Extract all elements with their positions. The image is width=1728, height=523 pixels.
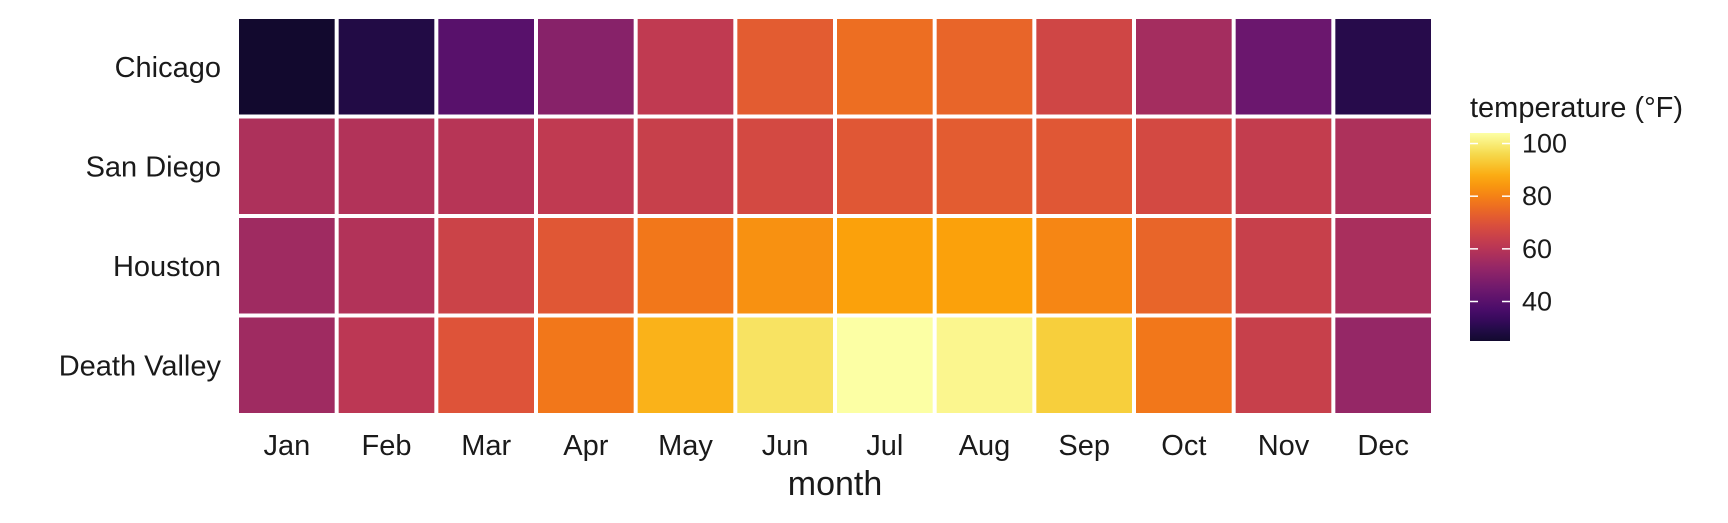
heatmap-cell (538, 19, 634, 115)
x-tick-label: Apr (563, 430, 608, 462)
heatmap-cell (1136, 19, 1232, 115)
y-axis-tick-labels: Chicago San Diego Houston Death Valley (59, 52, 222, 383)
heatmap-cells (239, 19, 1431, 413)
heatmap-cell (1136, 118, 1232, 214)
heatmap-cell (737, 118, 833, 214)
heatmap-cell (936, 118, 1033, 214)
x-tick-label: May (658, 430, 713, 462)
y-tick-label: Death Valley (59, 350, 222, 382)
legend-title: temperature (°F) (1470, 92, 1683, 124)
x-tick-label: Nov (1258, 430, 1310, 462)
heatmap-cell (239, 19, 335, 115)
heatmap-cell (338, 218, 435, 314)
heatmap-cell (438, 218, 534, 314)
x-tick-label: Jul (866, 430, 903, 462)
heatmap-cell (438, 118, 534, 214)
y-tick-label: San Diego (86, 151, 221, 183)
y-tick-label: Chicago (115, 52, 221, 84)
heatmap-cell (637, 218, 734, 314)
x-tick-label: Sep (1058, 430, 1110, 462)
heatmap-cell (1235, 19, 1332, 115)
heatmap-cell (1235, 218, 1332, 314)
heatmap-cell (837, 317, 933, 413)
heatmap-cell (936, 218, 1033, 314)
legend-tick-label: 100 (1522, 129, 1567, 159)
heatmap-cell (1335, 118, 1431, 214)
heatmap-cell (1235, 118, 1332, 214)
heatmap-cell (1036, 19, 1132, 115)
heatmap-cell (637, 19, 734, 115)
heatmap-cell (837, 118, 933, 214)
heatmap-cell (438, 317, 534, 413)
legend-tick-labels: 40 60 80 100 (1470, 129, 1567, 317)
legend-tick-label: 40 (1522, 287, 1552, 317)
heatmap-cell (1136, 218, 1232, 314)
heatmap-cell (1036, 317, 1132, 413)
heatmap-cell (1335, 317, 1431, 413)
heatmap-cell (538, 118, 634, 214)
y-tick-label: Houston (113, 251, 221, 283)
heatmap-cell (1335, 19, 1431, 115)
heatmap-cell (737, 218, 833, 314)
heatmap-cell (338, 19, 435, 115)
heatmap-cell (936, 19, 1033, 115)
heatmap-cell (737, 317, 833, 413)
x-tick-label: Mar (461, 430, 511, 462)
x-tick-label: Jun (762, 430, 809, 462)
heatmap-cell (936, 317, 1033, 413)
heatmap-cell (837, 19, 933, 115)
heatmap-cell (637, 317, 734, 413)
heatmap-cell (438, 19, 534, 115)
x-tick-label: Dec (1357, 430, 1409, 462)
heatmap-cell (338, 118, 435, 214)
x-tick-label: Oct (1161, 430, 1206, 462)
heatmap-cell (837, 218, 933, 314)
x-tick-label: Aug (959, 430, 1011, 462)
legend-tick-label: 80 (1522, 181, 1552, 211)
color-legend: temperature (°F) 40 60 80 100 (1470, 92, 1683, 341)
heatmap-cell (637, 118, 734, 214)
heatmap-cell (239, 218, 335, 314)
x-tick-label: Jan (263, 430, 310, 462)
legend-colorbar (1470, 133, 1510, 341)
x-axis-title: month (788, 465, 883, 503)
heatmap-cell (1036, 118, 1132, 214)
heatmap-cell (1335, 218, 1431, 314)
heatmap-cell (1036, 218, 1132, 314)
heatmap-cell (338, 317, 435, 413)
heatmap-cell (538, 218, 634, 314)
x-axis-tick-labels: Jan Feb Mar Apr May Jun Jul Aug Sep Oct Nov Dec (263, 430, 1409, 462)
heatmap-cell (1136, 317, 1232, 413)
heatmap-cell (1235, 317, 1332, 413)
x-tick-label: Feb (362, 430, 412, 462)
heatmap-cell (538, 317, 634, 413)
heatmap-cell (737, 19, 833, 115)
legend-tick-label: 60 (1522, 234, 1552, 264)
heatmap-cell (239, 317, 335, 413)
heatmap-cell (239, 118, 335, 214)
